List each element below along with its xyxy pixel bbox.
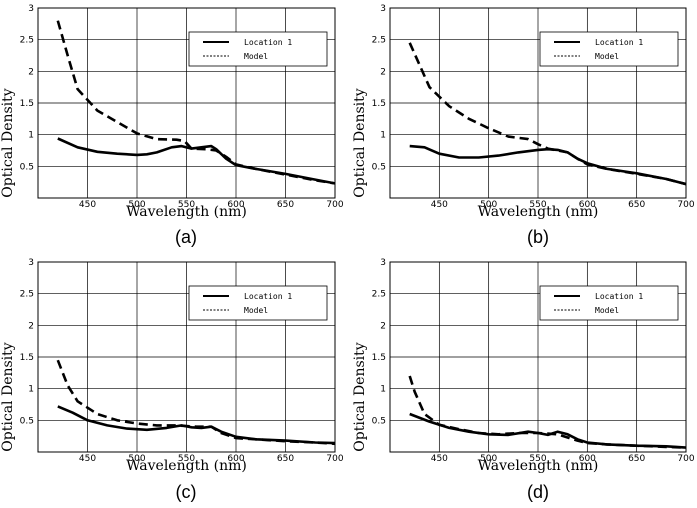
x-tick-label: 450	[431, 454, 448, 464]
y-tick-label: 2	[28, 67, 34, 77]
legend-box	[539, 285, 679, 321]
legend-label: Model	[595, 306, 619, 315]
y-axis-label: Optical Density	[352, 88, 368, 197]
chart-panel-3: 450 500 550 600 650 700 0.5 1 1.5 2 2.5 3 Wavelength…	[0, 258, 344, 502]
chart-panel-4: 450 500 550 600 650 700 0.5 1 1.5 2 2.5 3 Wavelength…	[352, 258, 695, 502]
y-axis-label: Optical Density	[352, 342, 368, 451]
y-tick-label: 2.5	[372, 290, 386, 300]
panel-label: (c)	[176, 482, 197, 502]
series-line-model	[56, 359, 335, 446]
x-tick-label: 550	[178, 454, 195, 464]
x-tick-label: 700	[677, 200, 694, 210]
x-tick-label: 700	[326, 200, 343, 210]
y-tick-label: 3	[28, 4, 34, 14]
legend-box	[188, 285, 328, 321]
x-tick-label: 450	[431, 200, 448, 210]
y-tick-label: 1	[28, 385, 34, 395]
y-tick-label: 1.5	[372, 99, 386, 109]
panel-label: (b)	[527, 227, 549, 247]
x-tick-label: 600	[579, 454, 596, 464]
x-tick-label: 500	[480, 454, 497, 464]
legend-label: Location 1	[244, 38, 292, 47]
y-tick-label: 1	[380, 385, 386, 395]
x-tick-label: 600	[227, 200, 244, 210]
legend-box	[539, 31, 679, 67]
y-tick-label: 2.5	[20, 36, 34, 46]
x-tick-label: 550	[178, 200, 195, 210]
x-tick-label: 550	[529, 454, 546, 464]
x-tick-label: 500	[128, 454, 145, 464]
x-tick-label: 650	[628, 454, 645, 464]
legend-label: Model	[244, 306, 268, 315]
chart-panel-1: 450 500 550 600 650 700 0.5 1 1.5 2 2.5 3 Wavelength…	[0, 4, 344, 247]
y-tick-label: 0.5	[20, 162, 34, 172]
y-tick-label: 0.5	[372, 162, 386, 172]
y-tick-label: 1.5	[20, 99, 34, 109]
legend-label: Location 1	[595, 292, 643, 301]
y-tick-label: 0.5	[20, 416, 34, 426]
y-tick-label: 3	[380, 258, 386, 268]
y-tick-label: 1.5	[20, 353, 34, 363]
legend-label: Model	[595, 52, 619, 61]
y-tick-label: 0.5	[372, 416, 386, 426]
y-tick-label: 3	[380, 4, 386, 14]
x-tick-label: 450	[79, 200, 96, 210]
y-tick-label: 3	[28, 258, 34, 268]
y-axis-label: Optical Density	[0, 88, 16, 197]
x-tick-label: 650	[277, 200, 294, 210]
series-line-location-1	[409, 412, 686, 449]
x-tick-label: 500	[480, 200, 497, 210]
plot-frame	[37, 261, 336, 453]
y-tick-label: 2	[380, 321, 386, 331]
legend-label: Model	[244, 52, 268, 61]
series-line-location-1	[409, 144, 686, 186]
plot-frame	[37, 7, 336, 199]
y-tick-label: 2.5	[372, 36, 386, 46]
legend-label: Location 1	[244, 292, 292, 301]
y-axis-label: Optical Density	[0, 342, 16, 451]
x-tick-label: 550	[529, 200, 546, 210]
x-tick-label: 600	[579, 200, 596, 210]
panel-label: (d)	[527, 482, 549, 502]
series-line-model	[408, 42, 686, 186]
plot-frame	[389, 7, 687, 199]
x-tick-label: 650	[628, 200, 645, 210]
plot-frame	[389, 261, 687, 453]
y-tick-label: 2	[380, 67, 386, 77]
y-tick-label: 1.5	[372, 353, 386, 363]
chart-panel-2: 450 500 550 600 650 700 0.5 1 1.5 2 2.5 3 Wavelength…	[352, 4, 695, 247]
x-tick-label: 700	[677, 454, 694, 464]
y-tick-label: 2	[28, 321, 34, 331]
x-axis-label: Wavelength (nm)	[126, 458, 247, 474]
panel-label: (a)	[175, 227, 197, 247]
legend-label: Location 1	[595, 38, 643, 47]
x-tick-label: 450	[79, 454, 96, 464]
y-tick-label: 2.5	[20, 290, 34, 300]
x-axis-label: Wavelength (nm)	[478, 458, 599, 474]
series-line-model	[408, 375, 686, 449]
x-tick-label: 650	[277, 454, 294, 464]
x-axis-label: Wavelength (nm)	[126, 204, 247, 220]
series-line-location-1	[57, 405, 335, 445]
x-axis-label: Wavelength (nm)	[478, 204, 599, 220]
x-tick-label: 500	[128, 200, 145, 210]
x-tick-label: 700	[326, 454, 343, 464]
series-line-model	[56, 20, 335, 185]
x-tick-label: 600	[227, 454, 244, 464]
y-tick-label: 1	[28, 131, 34, 141]
y-tick-label: 1	[380, 131, 386, 141]
legend-box	[188, 31, 328, 67]
